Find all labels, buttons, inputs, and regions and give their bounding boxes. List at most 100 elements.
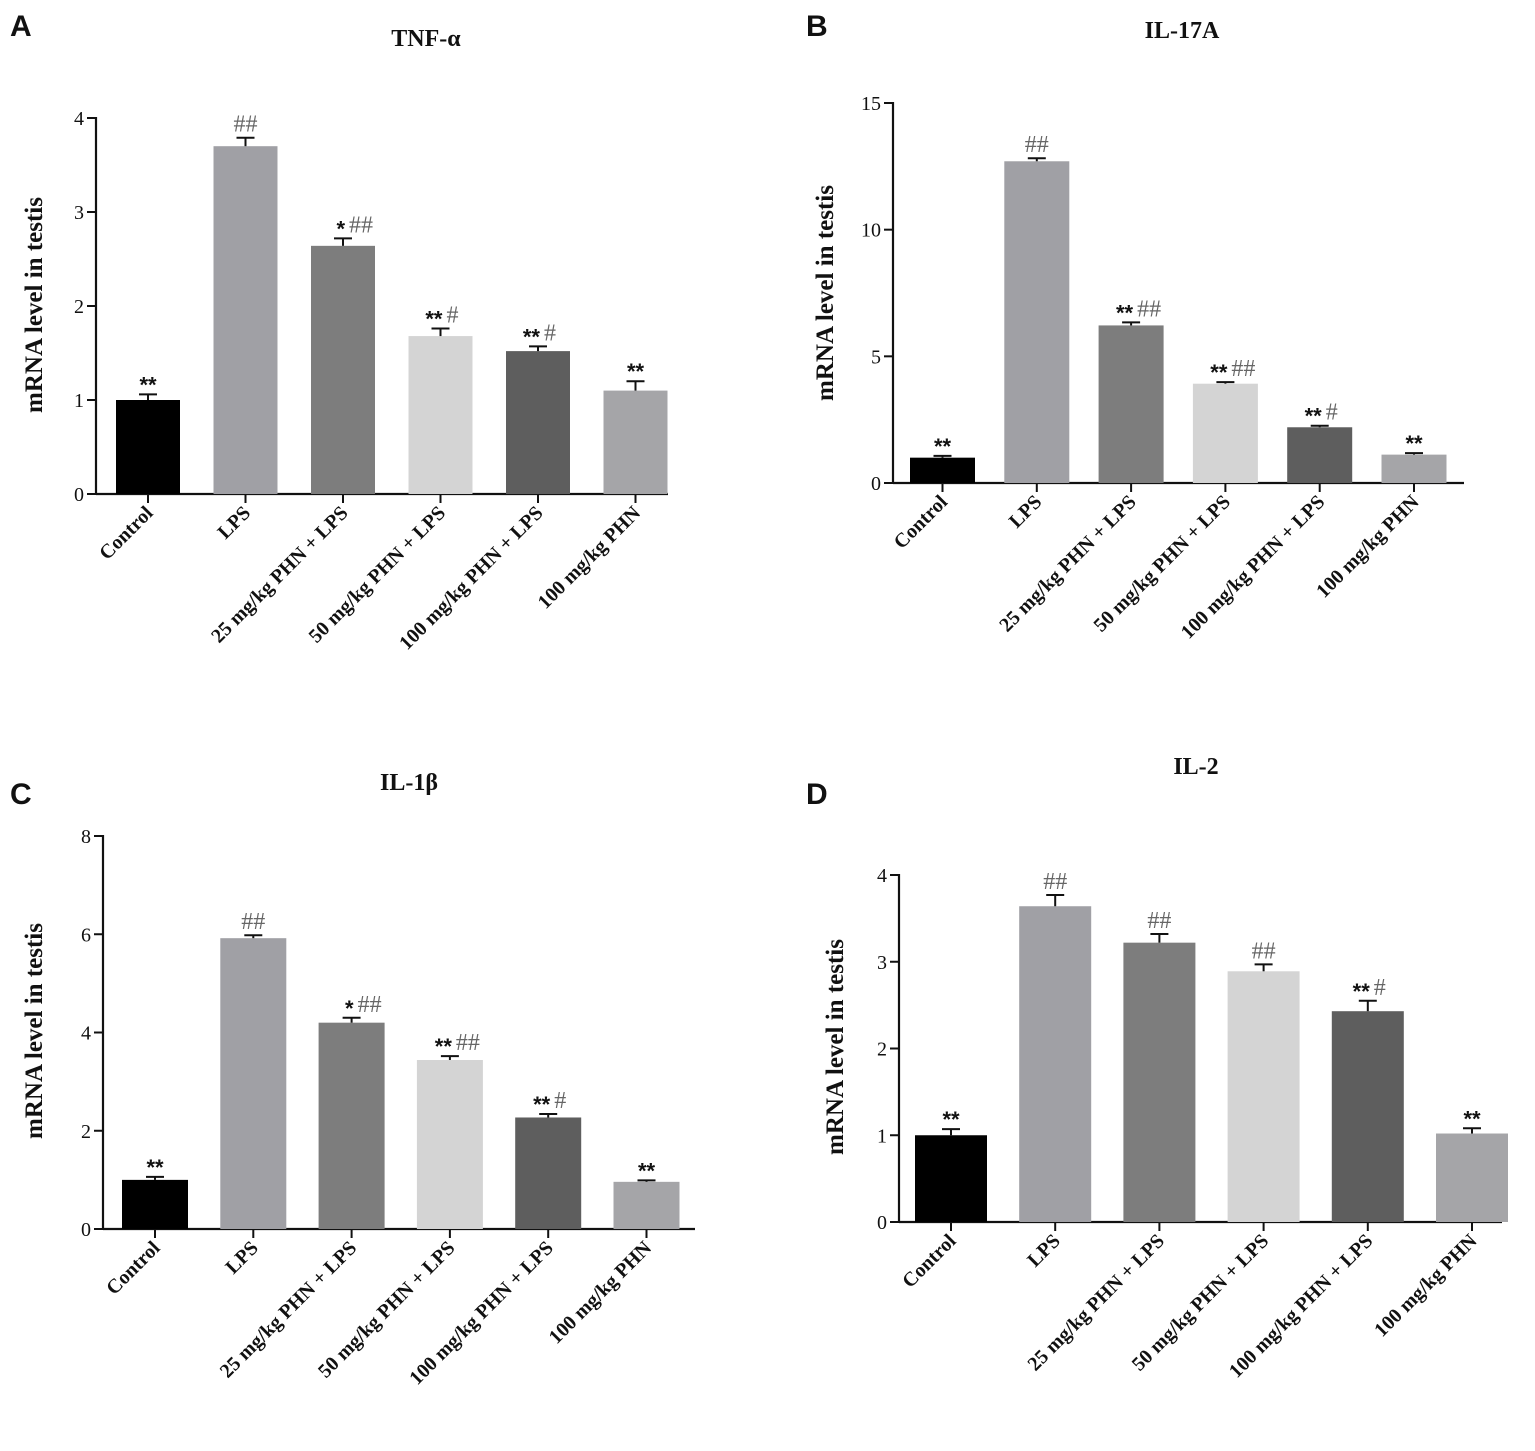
panel-b: B IL-17A mRNA level in testis 0 5 10 15 ** Co… (806, 10, 1464, 643)
chart-title: IL-17A (1145, 18, 1220, 44)
significance-hash: # (1374, 975, 1386, 1001)
significance-star: ** (139, 372, 157, 397)
significance-star: ** (1116, 300, 1134, 325)
bar (1004, 161, 1070, 483)
bar (1123, 942, 1196, 1222)
bar (318, 1022, 385, 1229)
bar (1381, 454, 1447, 483)
bar (915, 1135, 987, 1222)
y-tick-label: 3 (877, 952, 887, 974)
bar (122, 1179, 188, 1229)
significance-hash: # (1326, 400, 1338, 426)
bar (213, 146, 278, 494)
significance-star: ** (638, 1158, 656, 1183)
significance-star: ** (533, 1092, 551, 1117)
bar (1192, 383, 1258, 483)
chart-title: IL-1β (380, 770, 438, 796)
x-category-label: 100 mg/kg PHN (1370, 1230, 1482, 1342)
y-axis-label: mRNA level in testis (21, 923, 48, 1139)
bar (416, 1060, 483, 1229)
y-tick-label: 4 (877, 865, 887, 887)
significance-hash: ## (1252, 938, 1276, 964)
significance-star: * (345, 996, 354, 1021)
significance-star: ** (523, 324, 541, 349)
y-axis-label: mRNA level in testis (822, 939, 849, 1155)
x-category-label: Control (898, 1230, 961, 1293)
x-category-label: LPS (221, 1237, 262, 1278)
significance-star: ** (942, 1107, 960, 1132)
significance-star: ** (1463, 1106, 1481, 1131)
significance-hash: ## (456, 1030, 480, 1056)
significance-hash: ## (1025, 132, 1049, 158)
bar (1019, 906, 1092, 1222)
panel-a: A TNF-α mRNA level in testis 0 1 2 3 4 ** Cont… (10, 10, 668, 654)
y-tick-label: 4 (81, 1023, 91, 1045)
y-tick-label: 4 (74, 108, 84, 130)
bar (1331, 1011, 1404, 1222)
significance-hash: ## (1147, 908, 1171, 934)
significance-star: ** (435, 1034, 453, 1059)
x-category-label: LPS (1005, 491, 1046, 532)
x-category-label: 100 mg/kg PHN (534, 502, 646, 614)
x-category-label: Control (95, 502, 158, 565)
significance-star: ** (425, 307, 443, 332)
significance-star: ** (1405, 431, 1423, 456)
y-axis-label: mRNA level in testis (812, 185, 839, 401)
bar (1436, 1133, 1508, 1222)
panel-letter: D (806, 778, 828, 811)
significance-hash: ## (1043, 869, 1067, 895)
bar (116, 400, 180, 494)
panel-letter: C (10, 778, 32, 811)
x-category-label: Control (102, 1237, 165, 1300)
significance-hash: ## (234, 112, 258, 138)
x-category-label: 100 mg/kg PHN (545, 1237, 657, 1349)
x-category-label: 100 mg/kg PHN (1312, 491, 1424, 603)
panel-c: C IL-1β mRNA level in testis 0 2 4 6 8 ** Cont… (10, 770, 695, 1389)
panel-letter: A (10, 10, 32, 43)
y-tick-label: 8 (81, 826, 91, 848)
y-tick-label: 3 (74, 202, 84, 224)
bar (1227, 971, 1300, 1222)
significance-star: ** (1353, 979, 1371, 1004)
y-tick-label: 0 (877, 1212, 887, 1234)
y-tick-label: 5 (871, 346, 881, 368)
significance-hash: # (447, 303, 459, 329)
bar (613, 1181, 680, 1229)
significance-hash: ## (241, 909, 265, 935)
y-tick-label: 6 (81, 924, 91, 946)
y-axis-label: mRNA level in testis (21, 197, 48, 413)
y-tick-label: 10 (861, 220, 881, 242)
y-tick-label: 2 (877, 1039, 887, 1061)
bar (220, 938, 287, 1229)
significance-hash: ## (1231, 356, 1255, 382)
bar (910, 457, 975, 483)
y-tick-label: 1 (74, 390, 84, 412)
bar (515, 1117, 582, 1229)
y-tick-label: 2 (74, 296, 84, 318)
x-category-label: LPS (1023, 1230, 1064, 1271)
bar (311, 245, 375, 494)
y-tick-label: 0 (81, 1219, 91, 1241)
significance-hash: # (544, 320, 556, 346)
x-category-label: LPS (214, 502, 255, 543)
significance-hash: # (554, 1088, 566, 1114)
y-tick-label: 1 (877, 1125, 887, 1147)
y-tick-label: 0 (871, 473, 881, 495)
significance-hash: ## (358, 992, 382, 1018)
significance-star: ** (934, 434, 952, 459)
significance-hash: ## (349, 212, 373, 238)
panel-d: D IL-2 mRNA level in testis 0 1 2 3 4 ** Contr… (806, 754, 1508, 1382)
significance-hash: ## (1137, 296, 1161, 322)
bar (408, 336, 473, 494)
panel-letter: B (806, 10, 828, 43)
significance-star: ** (1210, 360, 1228, 385)
significance-star: * (336, 216, 345, 241)
bar (506, 351, 570, 494)
x-category-label: Control (890, 491, 953, 554)
y-tick-label: 15 (861, 93, 881, 115)
bar (1287, 427, 1353, 483)
y-tick-label: 0 (74, 484, 84, 506)
bar (603, 390, 668, 494)
significance-star: ** (1305, 404, 1323, 429)
